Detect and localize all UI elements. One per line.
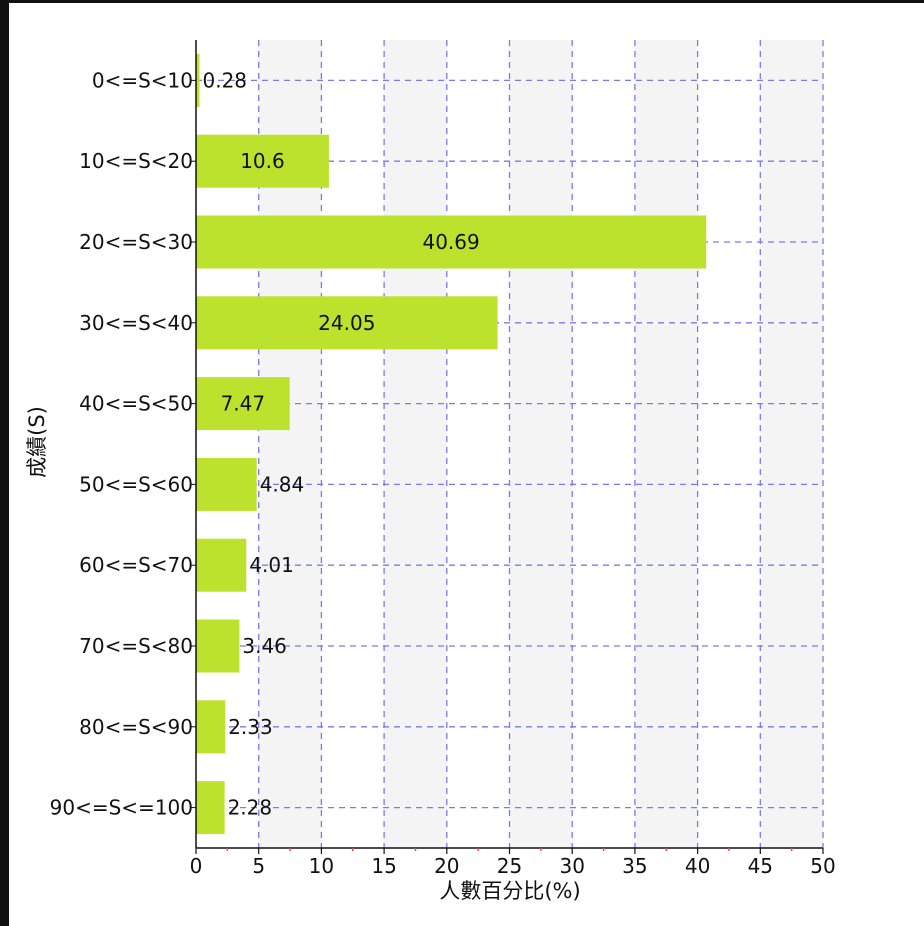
bar	[196, 700, 226, 754]
value-label: 40.69	[422, 230, 479, 254]
x-tick-label: 5	[252, 854, 265, 878]
plot-background-bands	[258, 40, 823, 848]
x-tick-label: 0	[190, 854, 203, 878]
x-tick-label: 35	[622, 854, 647, 878]
bar	[196, 538, 247, 592]
value-label: 10.6	[240, 149, 285, 173]
bars	[196, 53, 707, 835]
bar	[196, 134, 329, 188]
category-label: 90<=S<=100	[50, 796, 193, 820]
x-tick-label: 20	[434, 854, 459, 878]
value-label: 2.33	[228, 715, 273, 739]
value-label: 7.47	[221, 392, 266, 416]
axes	[191, 40, 824, 854]
value-labels: 0.28 10.6 40.69 24.05 7.47 4.84 4.01 3.46 2.33 2.…	[203, 68, 480, 819]
x-tick-label: 10	[309, 854, 334, 878]
bar	[196, 296, 498, 350]
bar	[196, 53, 200, 107]
x-tick-label: 15	[371, 854, 396, 878]
value-label: 4.84	[260, 472, 305, 496]
category-label: 70<=S<80	[79, 634, 193, 658]
category-label: 80<=S<90	[79, 715, 193, 739]
x-tick-label: 30	[559, 854, 584, 878]
category-label: 0<=S<10	[92, 68, 193, 92]
bar	[196, 781, 225, 835]
grid-band	[634, 40, 698, 848]
bar	[196, 457, 257, 511]
category-labels: 0<=S<10 10<=S<20 20<=S<30 30<=S<40 40<=S<50 5…	[50, 68, 193, 819]
x-tick-labels: 0 5 10 15 20 25 30 35 40 45 50	[190, 854, 836, 878]
category-label: 60<=S<70	[79, 553, 193, 577]
value-label: 2.28	[228, 796, 273, 820]
x-tick-label: 40	[685, 854, 710, 878]
x-tick-label: 45	[748, 854, 773, 878]
x-axis-label: 人數百分比(%)	[439, 879, 580, 903]
x-tick-label: 50	[810, 854, 835, 878]
gridlines	[196, 40, 824, 848]
category-label: 40<=S<50	[79, 392, 193, 416]
value-label: 0.28	[203, 68, 248, 92]
grid-band	[509, 40, 573, 848]
category-label: 20<=S<30	[79, 230, 193, 254]
value-label: 3.46	[242, 634, 287, 658]
category-label: 30<=S<40	[79, 311, 193, 335]
category-label: 50<=S<60	[79, 472, 193, 496]
grid-band	[760, 40, 823, 848]
bar	[196, 377, 290, 431]
x-tick-label: 25	[497, 854, 522, 878]
bar	[196, 619, 240, 673]
category-label: 10<=S<20	[79, 149, 193, 173]
value-label: 24.05	[318, 311, 375, 335]
grid-band	[384, 40, 447, 848]
bar	[196, 215, 707, 269]
value-label: 4.01	[249, 553, 294, 577]
y-axis-label: 成績(S)	[25, 406, 49, 478]
